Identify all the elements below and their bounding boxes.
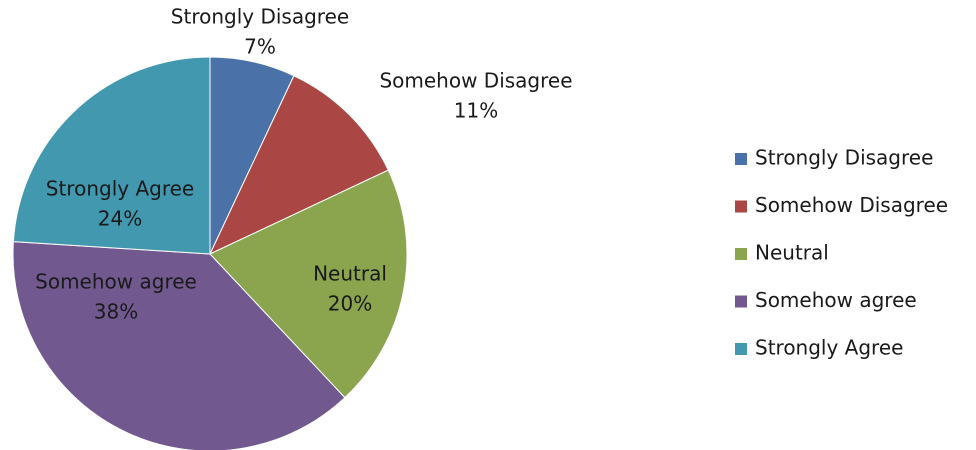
legend-item-strongly-agree: Strongly Agree [735,336,903,360]
legend-item-neutral: Neutral [735,241,829,265]
slice-label-category: Neutral [313,262,387,286]
legend-label: Strongly Agree [755,336,903,360]
legend-item-somehow-agree: Somehow agree [735,288,917,312]
legend-swatch [735,248,747,260]
legend-swatch [735,295,747,308]
slice-label-percent: 24% [98,207,142,231]
slice-label-percent: 20% [328,292,372,316]
slice-label-somehow-agree: Somehow agree 38% [35,270,197,324]
legend-label: Somehow Disagree [755,193,948,217]
legend-label: Neutral [755,241,829,265]
legend-item-strongly-disagree: Strongly Disagree [735,146,933,170]
pie-slice-somehow-disagree [208,75,389,256]
legend-swatch [735,343,747,355]
slice-label-strongly-agree: Strongly Agree 24% [46,177,194,231]
slice-label-strongly-disagree: Strongly Disagree 7% [171,5,349,59]
slice-label-category: Strongly Agree [46,177,194,201]
pie-slice-strongly-agree [12,56,211,255]
legend-label: Strongly Disagree [755,146,933,170]
slice-label-percent: 38% [94,300,138,324]
slice-label-category: Strongly Disagree [171,5,349,29]
pie-slice-neutral [209,169,408,399]
slice-label-percent: 11% [454,99,498,123]
slice-label-neutral: Neutral 20% [313,262,387,316]
slice-label-percent: 7% [244,35,276,59]
legend-swatch [735,200,747,213]
pie-slice-somehow-agree [12,241,346,450]
legend-label: Somehow agree [755,288,917,312]
pie-slice-labels: Strongly Disagree 7% Somehow Disagree 11% Ne… [35,5,572,324]
slice-label-category: Somehow agree [35,270,197,294]
legend-swatch [735,153,747,165]
pie-slices [12,56,408,450]
legend-item-somehow-disagree: Somehow Disagree [735,193,948,217]
slice-label-category: Somehow Disagree [379,69,572,93]
slice-label-somehow-disagree: Somehow Disagree 11% [379,69,572,123]
legend: Strongly Disagree Somehow Disagree Neutral… [735,146,948,360]
